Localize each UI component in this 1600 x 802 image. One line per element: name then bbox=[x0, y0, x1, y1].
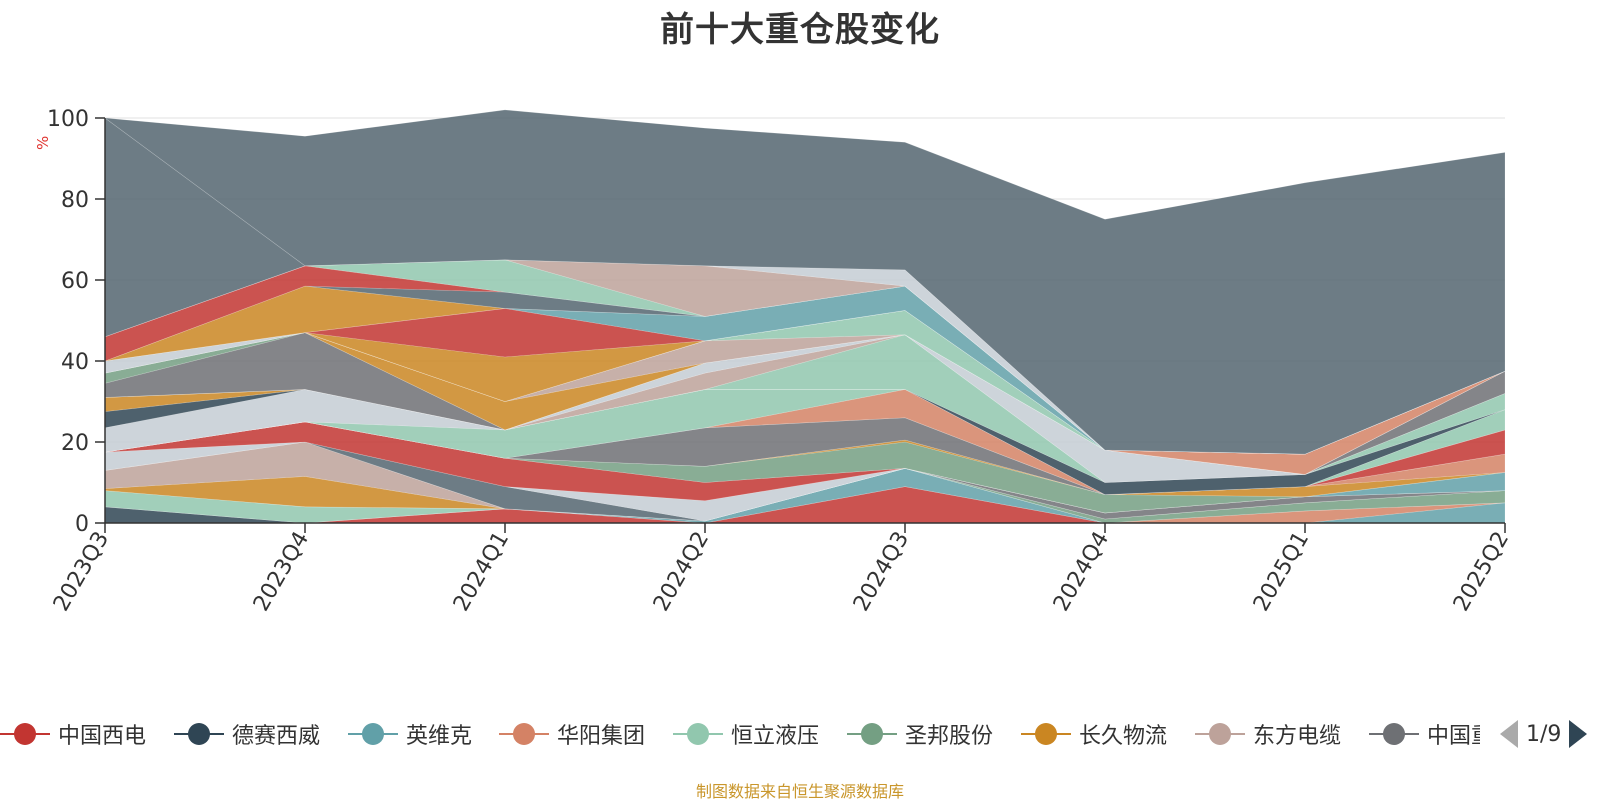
legend-item-0[interactable]: 中国西电 bbox=[0, 716, 146, 752]
y-tick-label-20: 20 bbox=[61, 431, 89, 456]
legend-label: 长久物流 bbox=[1079, 724, 1168, 749]
y-axis-unit-label: % bbox=[34, 135, 52, 150]
legend-marker-icon bbox=[174, 723, 224, 745]
pager-next-arrow-icon[interactable] bbox=[1569, 720, 1588, 748]
x-tick-label-2023Q3: 2023Q3 bbox=[49, 528, 114, 616]
legend-marker-icon bbox=[348, 723, 398, 745]
legend-marker-icon bbox=[0, 723, 50, 745]
area-series-43 bbox=[103, 109, 1506, 455]
legend-pager: 1/9 bbox=[1500, 716, 1588, 752]
area-series-group bbox=[103, 109, 1506, 524]
x-tick-label-2025Q2: 2025Q2 bbox=[1449, 528, 1514, 616]
pager-page-indicator: 1/9 bbox=[1526, 721, 1562, 747]
pager-prev-arrow-icon[interactable] bbox=[1500, 720, 1518, 748]
legend-marker-icon bbox=[1369, 723, 1419, 745]
legend-item-6[interactable]: 长久物流 bbox=[1021, 716, 1167, 752]
legend-label: 德赛西威 bbox=[232, 724, 321, 749]
x-tick-label-2024Q1: 2024Q1 bbox=[449, 528, 514, 616]
area-series-4 bbox=[104, 467, 1506, 524]
legend-marker-icon bbox=[499, 723, 549, 745]
legend-label: 东方电缆 bbox=[1253, 724, 1342, 749]
y-tick-label-0: 0 bbox=[75, 512, 89, 537]
legend-item-3[interactable]: 华阳集团 bbox=[499, 716, 645, 752]
legend-item-1[interactable]: 德赛西威 bbox=[174, 716, 320, 752]
legend-label: 华阳集团 bbox=[557, 724, 646, 749]
legend-label: 英维克 bbox=[406, 724, 473, 749]
chart-title: 前十大重仓股变化 bbox=[660, 10, 940, 50]
legend-marker-icon bbox=[1195, 723, 1245, 745]
legend-item-4[interactable]: 恒立液压 bbox=[673, 716, 819, 752]
legend-marker-icon bbox=[673, 723, 723, 745]
x-tick-label-2024Q3: 2024Q3 bbox=[849, 528, 914, 616]
area-series-6 bbox=[104, 467, 1506, 522]
legend: 中国西电 德赛西威 英维克 华阳集团 恒立液压 圣邦股份 长久物流 东方电缆 中国重工 bbox=[0, 716, 1480, 752]
legend-label: 中国西电 bbox=[58, 724, 147, 749]
y-tick-label-40: 40 bbox=[61, 350, 89, 375]
legend-label: 恒立液压 bbox=[731, 724, 820, 749]
y-tick-label-60: 60 bbox=[61, 269, 89, 294]
y-tick-label-100: 100 bbox=[47, 107, 89, 132]
legend-label: 圣邦股份 bbox=[905, 724, 994, 749]
x-tick-label-2024Q4: 2024Q4 bbox=[1049, 528, 1114, 616]
legend-label: 中国重工 bbox=[1427, 724, 1480, 749]
legend-item-5[interactable]: 圣邦股份 bbox=[847, 716, 993, 752]
area-series-2 bbox=[104, 467, 1506, 524]
area-series-5 bbox=[104, 467, 1506, 524]
source-note: 制图数据来自恒生聚源数据库 bbox=[695, 782, 904, 801]
legend-marker-icon bbox=[847, 723, 897, 745]
x-tick-label-2025Q1: 2025Q1 bbox=[1249, 528, 1314, 616]
y-tick-label-80: 80 bbox=[61, 188, 89, 213]
area-series-7 bbox=[104, 441, 1506, 522]
legend-marker-icon bbox=[1021, 723, 1071, 745]
x-tick-label-2023Q4: 2023Q4 bbox=[249, 528, 314, 616]
legend-item-7[interactable]: 东方电缆 bbox=[1195, 716, 1341, 752]
legend-item-8[interactable]: 中国重工 bbox=[1369, 716, 1480, 752]
legend-item-2[interactable]: 英维克 bbox=[348, 716, 472, 752]
x-tick-label-2024Q2: 2024Q2 bbox=[649, 528, 714, 616]
stacked-area-chart: 0 20 40 60 80 100 2023Q3 2023Q4 2024Q1 2024Q2 2024… bbox=[47, 107, 1514, 616]
